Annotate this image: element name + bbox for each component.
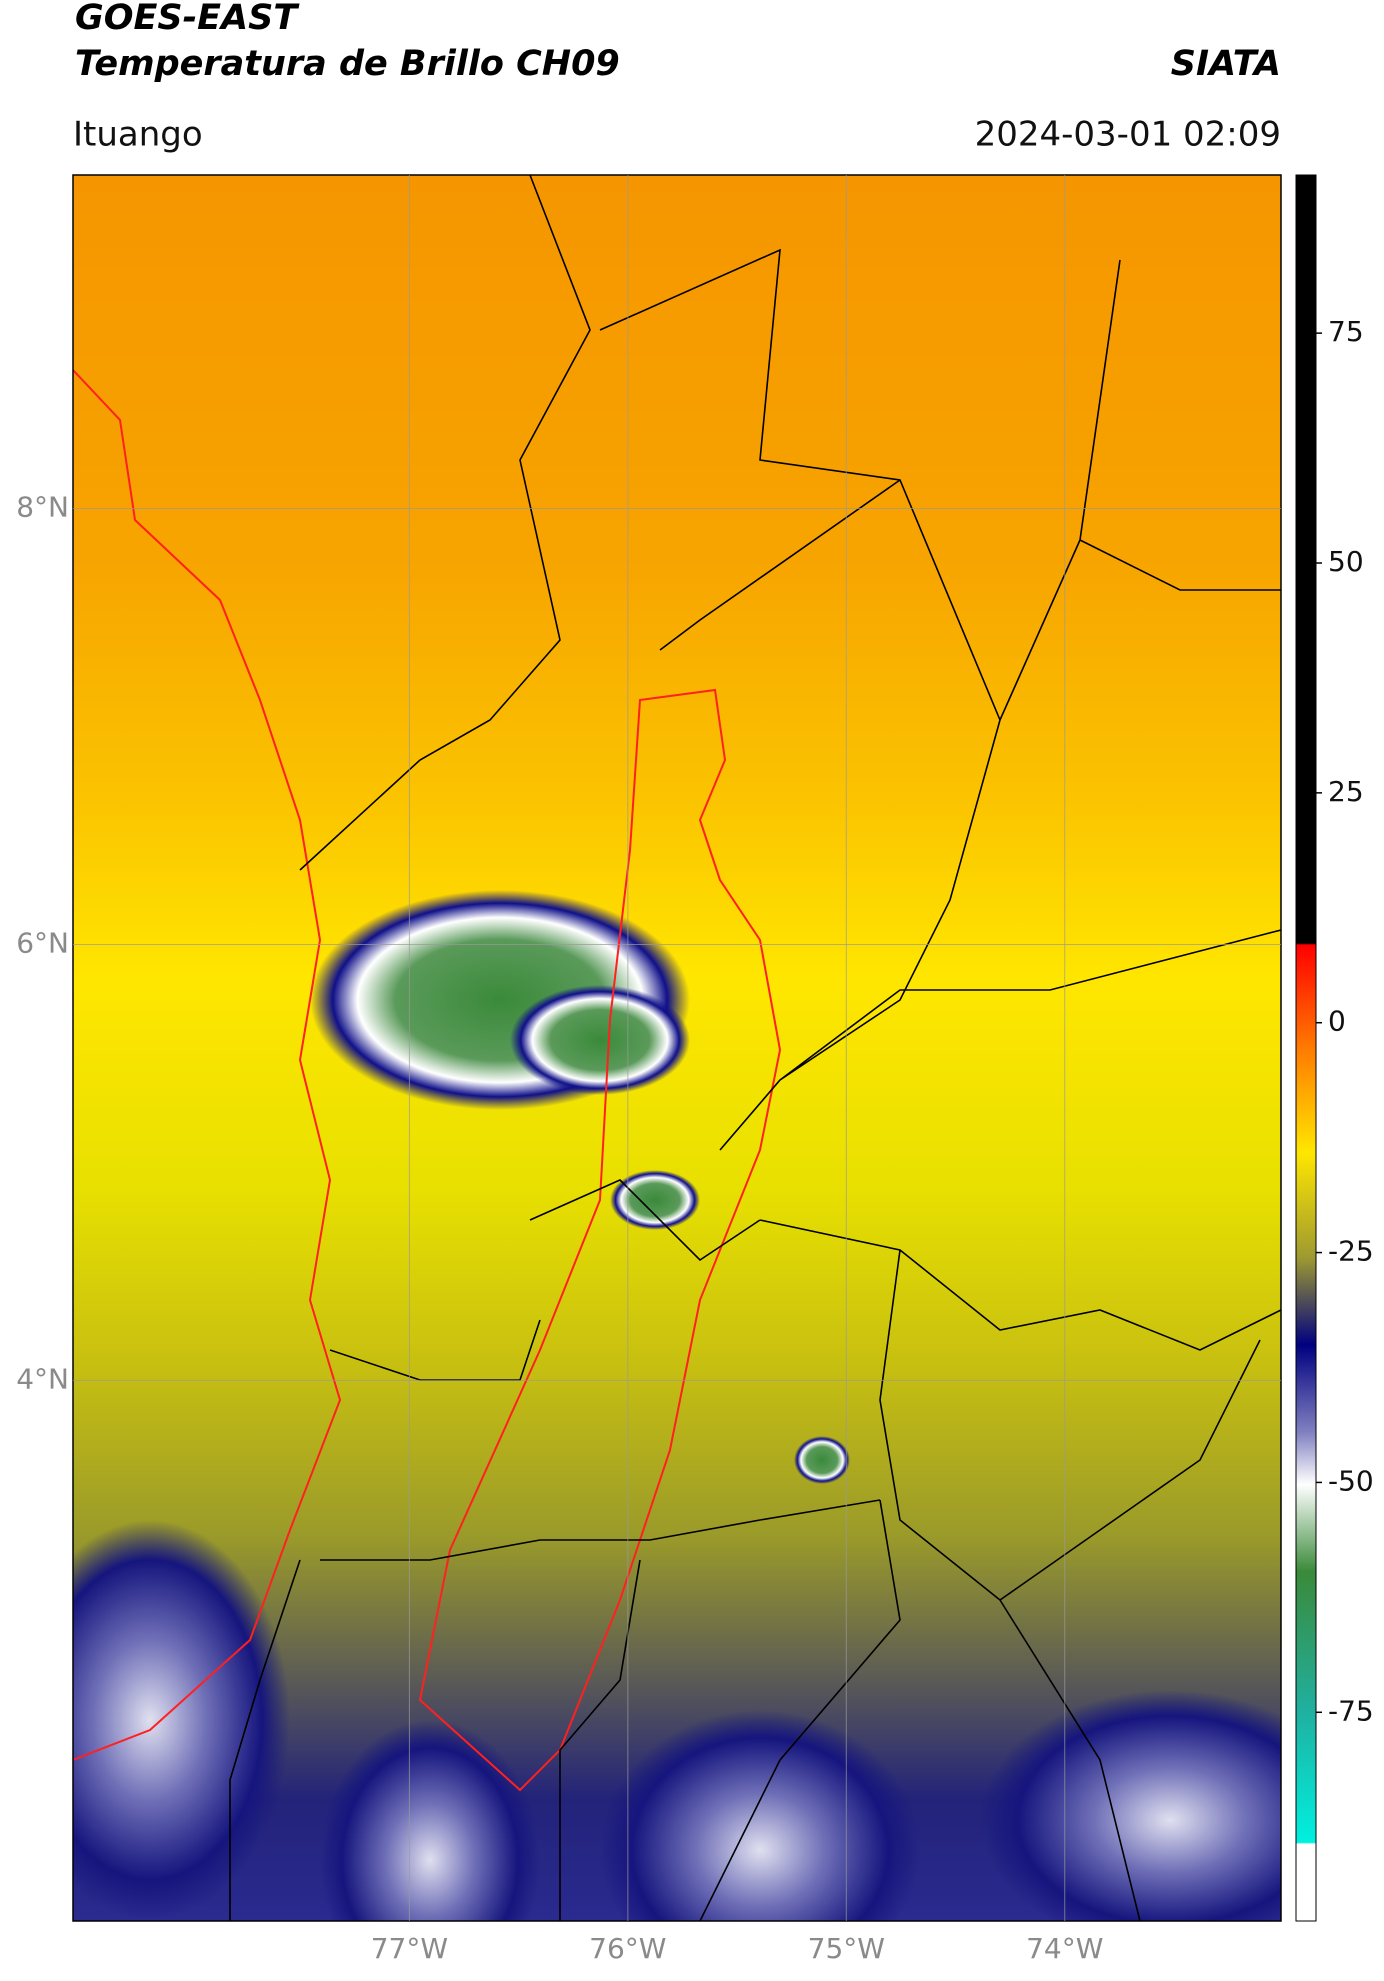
x-tick-label: 75°W: [808, 1932, 885, 1965]
coastline: [73, 369, 342, 1761]
colorbar-tick-label: -50: [1328, 1464, 1374, 1497]
x-tick-label: 77°W: [371, 1932, 448, 1965]
x-tick-label: 76°W: [589, 1932, 666, 1965]
source: SIATA: [1171, 44, 1281, 84]
colorbar: [1295, 174, 1317, 1922]
region: Ituango: [73, 115, 203, 155]
colorbar-tick-label: 0: [1328, 1005, 1346, 1038]
cloud: [510, 985, 690, 1095]
title: GOES-EAST: [75, 0, 300, 38]
cold-area: [600, 1710, 920, 1921]
y-tick-label: 8°N: [16, 491, 69, 524]
cold-area: [980, 1690, 1281, 1921]
datetime: 2024-03-01 02:09: [975, 115, 1281, 155]
region-outline: [418, 688, 782, 1792]
cloud: [610, 1170, 700, 1230]
colorbar-tick-label: -25: [1328, 1235, 1374, 1268]
cloud: [794, 1436, 850, 1484]
colorbar-tick-label: 25: [1328, 775, 1364, 808]
colorbar-tick-label: 50: [1328, 545, 1364, 578]
x-tick-label: 74°W: [1026, 1932, 1103, 1965]
subtitle: Temperatura de Brillo CH09: [75, 44, 620, 84]
cold-area: [73, 1520, 290, 1920]
y-tick-label: 6°N: [16, 926, 69, 959]
y-tick-label: 4°N: [16, 1362, 69, 1395]
colorbar-tick-label: -75: [1328, 1694, 1374, 1727]
map-frame: [72, 174, 1282, 1922]
cold-area: [320, 1720, 540, 1921]
colorbar-tick-label: 75: [1328, 315, 1364, 348]
map: [73, 175, 1281, 1921]
